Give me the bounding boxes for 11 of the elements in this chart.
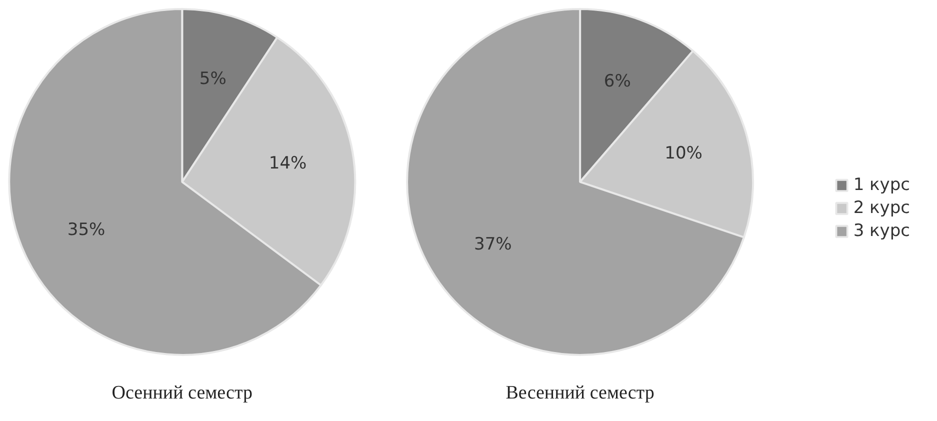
legend-label: 2 курс	[853, 198, 910, 218]
legend-label: 1 курс	[853, 174, 910, 194]
data-label: 5%	[199, 69, 226, 90]
data-label: 6%	[604, 71, 631, 92]
text: Осенний семестр	[112, 382, 253, 404]
legend-label: 3 курс	[853, 220, 910, 240]
data-label: 37%	[474, 234, 512, 254]
text: Весенний семестр	[506, 382, 654, 404]
data-label: 10%	[664, 144, 702, 164]
data-label: 35%	[67, 220, 106, 240]
data-label: 14%	[268, 153, 307, 174]
